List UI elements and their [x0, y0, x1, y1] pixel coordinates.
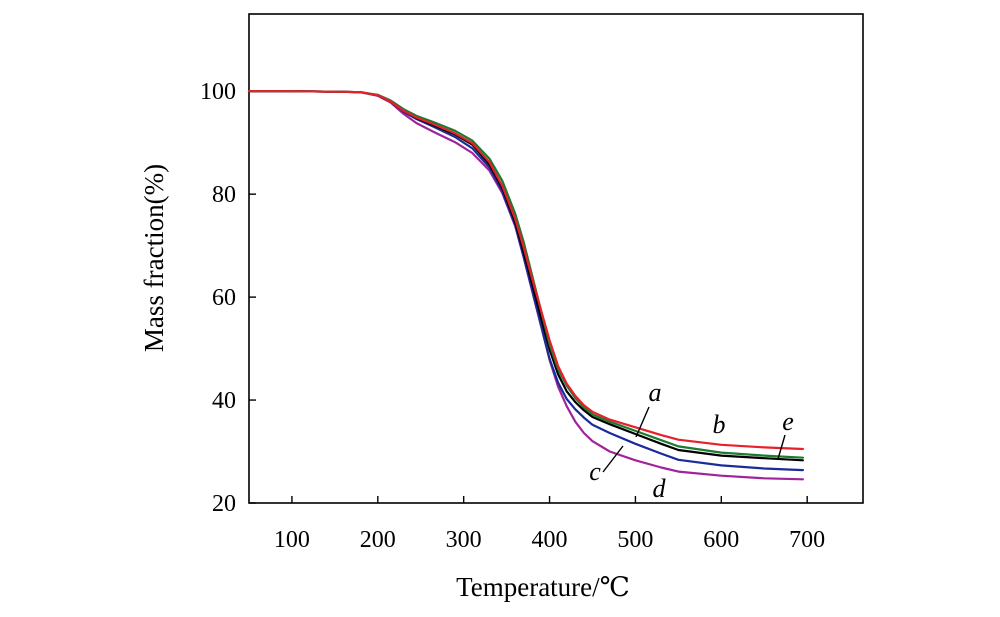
curve-d-label: d [653, 474, 667, 503]
x-tick-label: 200 [360, 527, 396, 553]
x-tick-label: 500 [617, 527, 653, 553]
y-tick-label: 40 [212, 388, 236, 414]
series-e-line [247, 90, 804, 459]
y-axis-title: Mass fraction(%) [139, 164, 169, 352]
y-tick-label: 20 [212, 491, 236, 517]
y-tick-label: 60 [212, 285, 236, 311]
curve-b-label: b [713, 410, 726, 439]
y-tick-label: 100 [200, 79, 236, 105]
curve-c-label: c [589, 457, 601, 486]
curve-a-label: a [649, 378, 662, 407]
axis-tick-labels: 100 200 300 400 500 600 700 20 40 60 80 100 [200, 79, 825, 553]
series-a-line [247, 90, 804, 462]
curve-labels: a b e c d [589, 378, 794, 503]
x-tick-label: 400 [532, 527, 568, 553]
data-curves [247, 90, 804, 481]
curve-a-leader [635, 406, 650, 438]
x-tick-label: 300 [446, 527, 482, 553]
axis-ticks [249, 90, 808, 504]
plot-frame [248, 13, 864, 504]
x-tick-label: 100 [274, 527, 310, 553]
x-tick-label: 700 [789, 527, 825, 553]
curve-c-leader [602, 445, 624, 473]
y-tick-label: 80 [212, 182, 236, 208]
x-axis-title: Temperature/℃ [456, 572, 630, 602]
curve-e-label: e [782, 407, 794, 436]
curve-e-leader [777, 434, 786, 460]
x-tick-label: 600 [703, 527, 739, 553]
